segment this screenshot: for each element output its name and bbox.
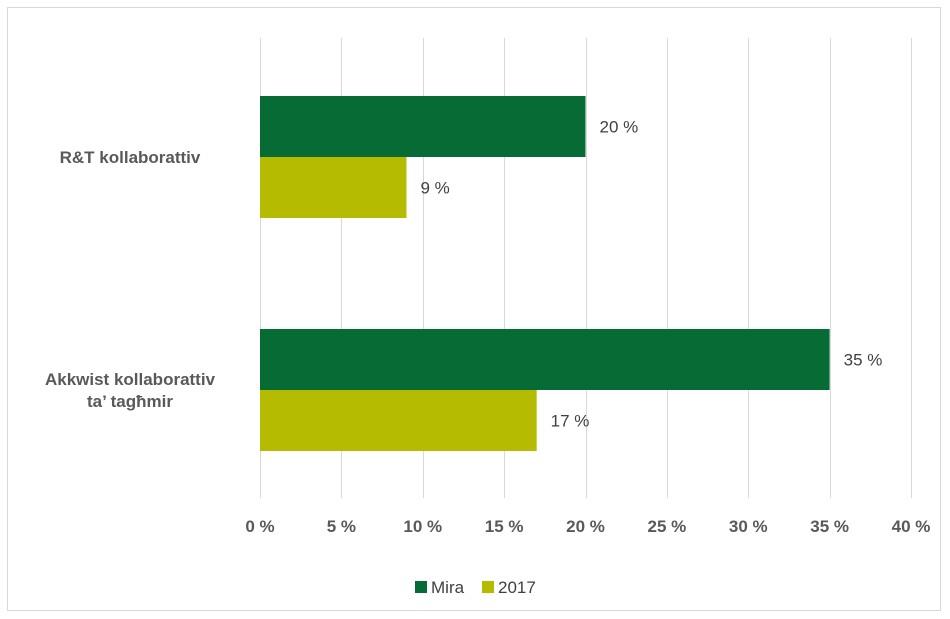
x-tick-label: 0 % [245,517,274,536]
category-label-line: Akkwist kollaborattiv [45,370,216,389]
x-tick-label: 35 % [810,517,849,536]
data-label: 35 % [844,351,883,370]
legend-label: Mira [431,578,465,597]
legend-swatch-2017 [482,581,494,593]
legend-label: 2017 [498,578,536,597]
x-tick-label: 5 % [327,517,356,536]
x-tick-label: 15 % [485,517,524,536]
bar-chart: 20 % 9 % 35 % 17 % R&T kollaborattiv Akkwist… [45,38,930,597]
category-label-line: ta’ tagħmir [87,392,173,411]
data-label: 17 % [551,412,590,431]
legend-swatch-mira [415,581,427,593]
data-labels: 20 % 9 % 35 % 17 % [420,118,882,431]
bars [260,96,830,451]
legend: Mira 2017 [415,578,536,597]
bar-2017-0 [260,157,407,218]
x-tick-label: 25 % [648,517,687,536]
x-tick-label: 40 % [892,517,931,536]
category-label-line: R&T kollaborattiv [60,148,201,167]
category-label: R&T kollaborattiv [60,148,201,167]
bar-2017-1 [260,390,537,451]
data-label: 9 % [420,179,449,198]
bar-mira-1 [260,329,830,390]
category-label: Akkwist kollaborattiv ta’ tagħmir [45,370,216,411]
chart-frame: 20 % 9 % 35 % 17 % R&T kollaborattiv Akkwist… [7,7,941,611]
bar-mira-0 [260,96,586,157]
x-tick-label: 10 % [403,517,442,536]
data-label: 20 % [600,118,639,137]
category-labels: R&T kollaborattiv Akkwist kollaborattiv ta… [45,148,216,411]
x-tick-label: 20 % [566,517,605,536]
x-tick-label: 30 % [729,517,768,536]
x-axis-tick-labels: 0 % 5 % 10 % 15 % 20 % 25 % 30 % 35 % 40 % [245,517,930,536]
